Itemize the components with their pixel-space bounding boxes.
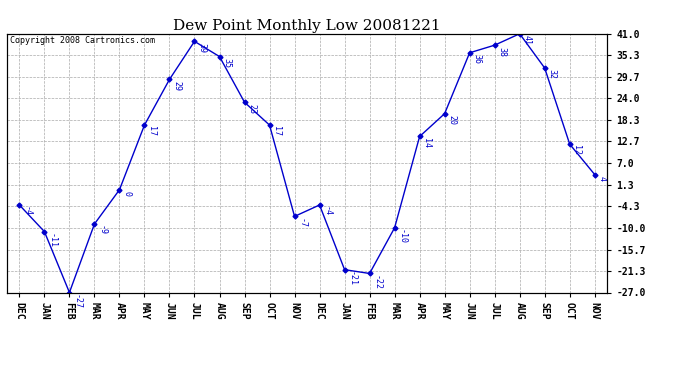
Text: 29: 29 [172, 81, 181, 91]
Text: -11: -11 [47, 233, 56, 248]
Text: -9: -9 [97, 225, 106, 236]
Text: 17: 17 [273, 126, 282, 136]
Text: 14: 14 [422, 138, 431, 148]
Text: -7: -7 [297, 218, 306, 228]
Text: 20: 20 [447, 115, 456, 125]
Text: 17: 17 [147, 126, 156, 136]
Text: 32: 32 [547, 69, 556, 80]
Text: -4: -4 [22, 206, 31, 216]
Text: 4: 4 [598, 176, 607, 181]
Text: 23: 23 [247, 104, 256, 114]
Text: -27: -27 [72, 294, 81, 309]
Text: 41: 41 [522, 35, 531, 45]
Text: 35: 35 [222, 58, 231, 68]
Text: 36: 36 [473, 54, 482, 64]
Text: 0: 0 [122, 191, 131, 196]
Text: -4: -4 [322, 206, 331, 216]
Text: -21: -21 [347, 271, 356, 286]
Text: Copyright 2008 Cartronics.com: Copyright 2008 Cartronics.com [10, 36, 155, 45]
Title: Dew Point Monthly Low 20081221: Dew Point Monthly Low 20081221 [173, 19, 441, 33]
Text: -22: -22 [373, 275, 382, 290]
Text: 39: 39 [197, 43, 206, 53]
Text: 12: 12 [573, 146, 582, 156]
Text: 38: 38 [497, 46, 506, 57]
Text: -10: -10 [397, 229, 406, 244]
